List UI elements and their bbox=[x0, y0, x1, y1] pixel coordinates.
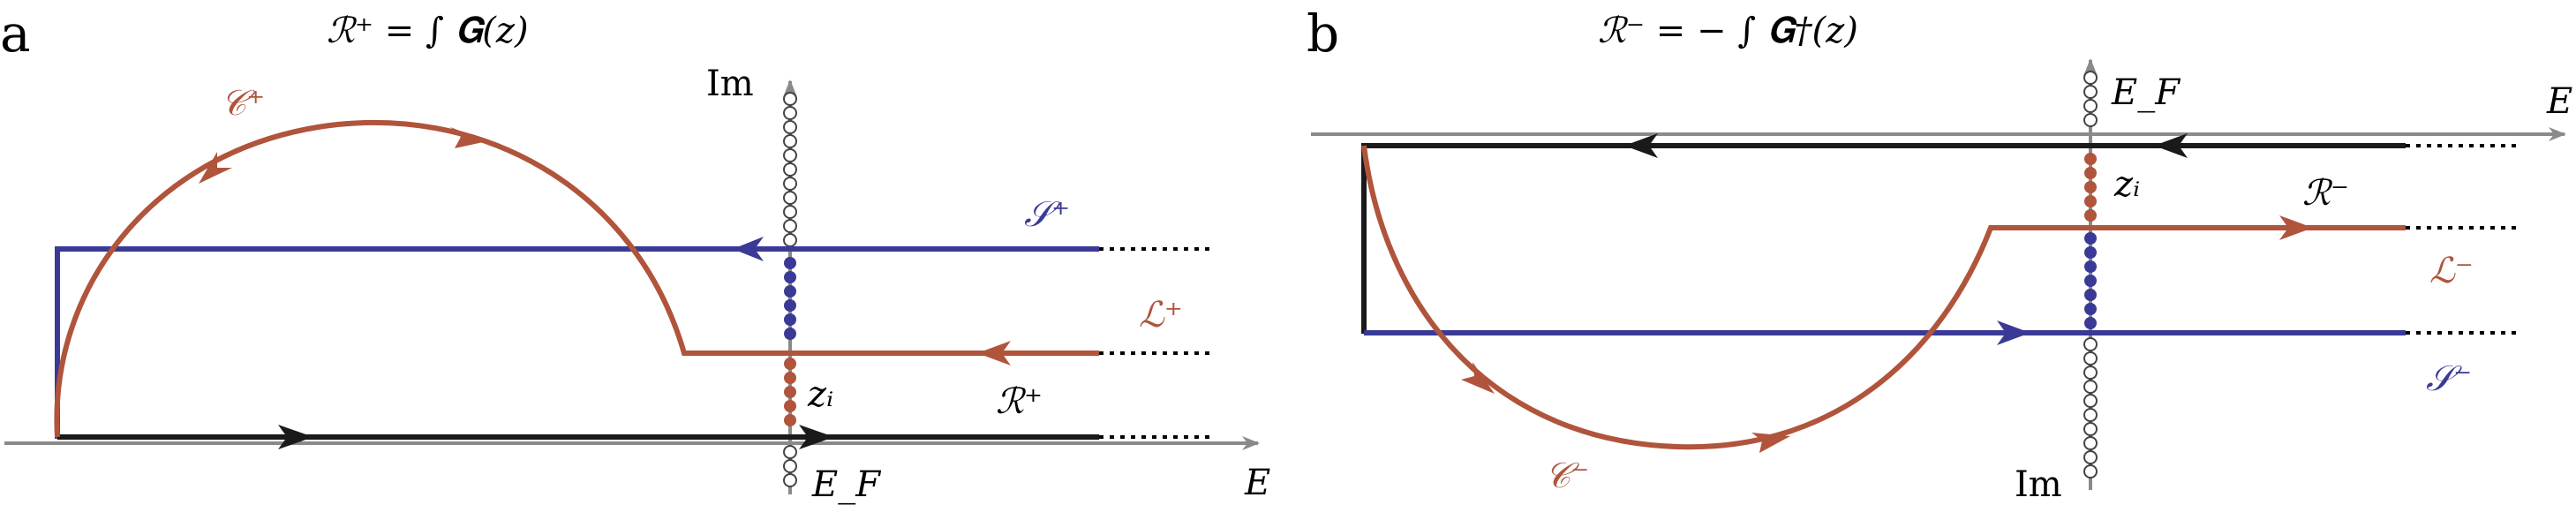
panel-b-CL-contour bbox=[1361, 145, 2406, 450]
open-pole bbox=[2083, 394, 2098, 408]
panel-b-S-arrow bbox=[1997, 320, 2030, 345]
panel-b-R-arrow-1 bbox=[1624, 133, 1658, 158]
panel-a-z-label: zᵢ bbox=[807, 374, 833, 415]
red-pole bbox=[784, 414, 796, 426]
open-pole bbox=[2083, 113, 2098, 127]
red-pole bbox=[2084, 167, 2097, 179]
blue-pole bbox=[2084, 303, 2097, 315]
red-pole bbox=[2084, 153, 2097, 165]
panel-a-L-arrow bbox=[977, 341, 1011, 366]
blue-pole bbox=[784, 313, 796, 326]
open-pole bbox=[2083, 436, 2098, 450]
open-pole bbox=[783, 459, 797, 473]
open-pole bbox=[783, 205, 797, 219]
open-pole bbox=[783, 106, 797, 120]
panel-b-imag-axis-label: Im bbox=[2015, 464, 2062, 505]
red-pole bbox=[2084, 181, 2097, 193]
panel-a-fermi-label: E_F bbox=[811, 464, 881, 505]
panel-a-CL-contour bbox=[54, 119, 1099, 438]
open-pole bbox=[783, 219, 797, 233]
panel-b-z-label: zᵢ bbox=[2113, 164, 2140, 205]
panel-a: a ℛ⁺ = ∫ 𝐆(z) E Im 𝒮⁺ ℛ⁺ ℒ⁺ 𝒞⁺ zᵢ E_F bbox=[0, 4, 1270, 505]
open-pole bbox=[2083, 422, 2098, 436]
open-pole bbox=[2083, 99, 2098, 113]
panel-b-S-label: 𝒮⁻ bbox=[2426, 358, 2472, 399]
panel-b-C-arrow-1 bbox=[1461, 362, 1495, 394]
blue-pole bbox=[784, 285, 796, 298]
panel-a-real-axis-label: E bbox=[1244, 463, 1270, 503]
blue-pole bbox=[784, 299, 796, 312]
blue-pole bbox=[2084, 260, 2097, 273]
open-pole bbox=[2083, 380, 2098, 394]
blue-pole bbox=[2084, 232, 2097, 245]
panel-b-R-label: ℛ⁻ bbox=[2302, 173, 2349, 214]
panel-b-title: ℛ⁻ = − ∫ 𝐆†(z) bbox=[1598, 11, 1858, 51]
open-pole bbox=[783, 148, 797, 162]
panel-a-R-arrow-1 bbox=[278, 425, 313, 449]
open-pole bbox=[783, 233, 797, 247]
panel-a-S-arrow bbox=[733, 237, 764, 261]
open-pole bbox=[783, 473, 797, 487]
panel-a-S-label: 𝒮⁺ bbox=[1024, 194, 1070, 235]
open-pole bbox=[2083, 408, 2098, 422]
red-pole bbox=[784, 372, 796, 384]
panel-b-C-arrow-2 bbox=[1751, 433, 1790, 453]
blue-pole bbox=[2084, 275, 2097, 287]
open-pole bbox=[2083, 464, 2098, 479]
open-pole bbox=[783, 177, 797, 191]
blue-pole bbox=[784, 257, 796, 269]
panel-b-poles bbox=[2083, 71, 2098, 479]
panel-a-C-arrow-2 bbox=[450, 127, 487, 148]
panel-a-title: ℛ⁺ = ∫ 𝐆(z) bbox=[327, 11, 529, 51]
red-pole bbox=[784, 400, 796, 412]
blue-pole bbox=[784, 328, 796, 340]
panel-b-R-arrow-2 bbox=[2154, 133, 2188, 158]
panel-b-L-arrow bbox=[2279, 215, 2313, 240]
panel-b-real-axis-label: E bbox=[2546, 81, 2572, 122]
open-pole bbox=[783, 120, 797, 134]
red-pole bbox=[784, 358, 796, 370]
open-pole bbox=[2083, 71, 2098, 85]
panel-b-letter: b bbox=[1307, 4, 1339, 64]
blue-pole bbox=[2084, 246, 2097, 259]
panel-a-C-label: 𝒞⁺ bbox=[221, 83, 265, 124]
blue-pole bbox=[784, 271, 796, 283]
panel-a-C-arrow-1 bbox=[199, 152, 232, 184]
panel-a-L-label: ℒ⁺ bbox=[1139, 295, 1183, 335]
open-pole bbox=[783, 191, 797, 205]
red-pole bbox=[2084, 195, 2097, 207]
panel-a-imag-axis-label: Im bbox=[706, 64, 754, 104]
open-pole bbox=[783, 162, 797, 177]
panel-b-C-label: 𝒞⁻ bbox=[1545, 456, 1589, 496]
open-pole bbox=[2083, 337, 2098, 351]
panel-a-S-contour bbox=[55, 246, 1099, 439]
panel-b-R-contour bbox=[1361, 143, 2406, 334]
panel-b-fermi-label: E_F bbox=[2111, 72, 2181, 113]
red-pole bbox=[2084, 209, 2097, 222]
red-pole bbox=[784, 386, 796, 398]
panel-a-R-arrow-2 bbox=[799, 425, 834, 449]
panel-b: b ℛ⁻ = − ∫ 𝐆†(z) E Im ℛ⁻ 𝒮⁻ ℒ⁻ 𝒞⁻ zᵢ E_F bbox=[1307, 4, 2572, 505]
open-pole bbox=[783, 445, 797, 459]
blue-pole bbox=[2084, 289, 2097, 301]
panel-b-L-label: ℒ⁻ bbox=[2429, 251, 2474, 291]
panel-a-poles bbox=[783, 92, 797, 487]
panel-a-R-label: ℛ⁺ bbox=[996, 381, 1043, 422]
blue-pole bbox=[2084, 317, 2097, 329]
open-pole bbox=[2083, 351, 2098, 366]
open-pole bbox=[783, 92, 797, 106]
panel-a-letter: a bbox=[0, 4, 31, 64]
open-pole bbox=[2083, 366, 2098, 380]
open-pole bbox=[783, 134, 797, 148]
open-pole bbox=[2083, 85, 2098, 99]
open-pole bbox=[2083, 450, 2098, 464]
